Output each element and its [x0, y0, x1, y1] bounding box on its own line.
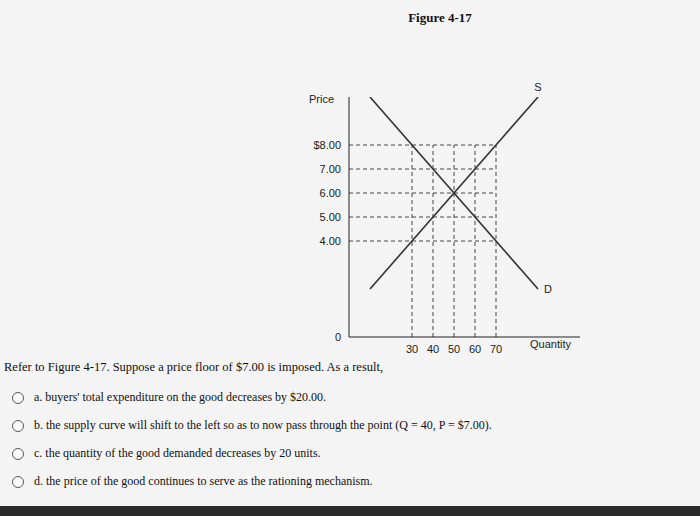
- svg-text:6.00: 6.00: [320, 187, 341, 199]
- svg-text:40: 40: [427, 343, 439, 355]
- svg-text:50: 50: [448, 343, 460, 355]
- html-text:d. the price of the good conti: d. the price of the good continues to se…: [34, 474, 373, 488]
- svg-text:60: 60: [469, 343, 481, 355]
- svg-text:5.00: 5.00: [320, 211, 341, 223]
- html-text:Refer to Figure 4-17. Suppose: Refer to Figure 4-17. Suppose a price fl…: [4, 360, 384, 374]
- svg-text:D: D: [544, 283, 552, 295]
- svg-text:S: S: [534, 81, 541, 93]
- svg-text:70: 70: [490, 343, 502, 355]
- svg-text:$8.00: $8.00: [313, 139, 341, 151]
- html-text:Figure 4-17: Figure 4-17: [408, 10, 472, 25]
- html-text:b. the supply curve will shift: b. the supply curve will shift to the le…: [34, 418, 492, 432]
- html-text:c. the quantity of the good de: c. the quantity of the good demanded dec…: [34, 446, 321, 460]
- svg-text:4.00: 4.00: [320, 235, 341, 247]
- svg-text:30: 30: [406, 343, 418, 355]
- svg-text:7.00: 7.00: [320, 163, 341, 175]
- html-text:a. buyers' total expenditure o: a. buyers' total expenditure on the good…: [34, 390, 327, 404]
- html-text:Quantity: Quantity: [530, 338, 571, 350]
- html-text:Price: Price: [309, 93, 335, 105]
- svg-text:0: 0: [335, 331, 341, 343]
